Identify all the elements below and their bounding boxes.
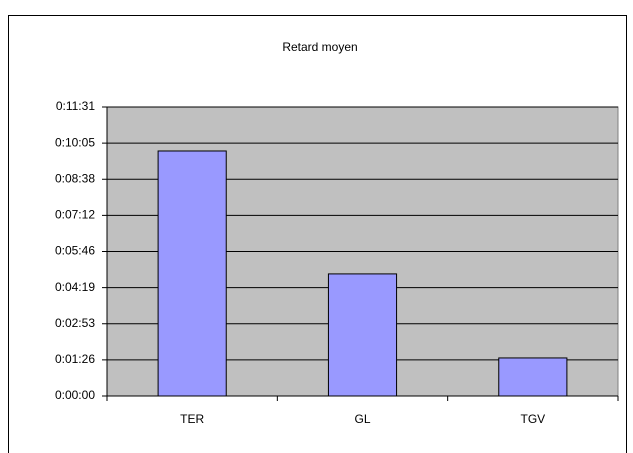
- x-tick-label: TER: [180, 412, 204, 426]
- y-tick-label: 0:02:53: [55, 316, 95, 330]
- y-tick-label: 0:08:38: [55, 171, 95, 185]
- chart-title: Retard moyen: [282, 40, 357, 54]
- bar: [157, 150, 227, 397]
- y-tick-label: 0:10:05: [55, 135, 95, 149]
- y-tick-label: 0:11:31: [56, 99, 95, 113]
- bar: [327, 273, 398, 397]
- x-tick-label: GL: [354, 412, 370, 426]
- x-tick-label: TGV: [520, 412, 545, 426]
- y-tick-label: 0:04:19: [55, 280, 95, 294]
- bar: [498, 357, 568, 397]
- y-tick-label: 0:05:46: [55, 244, 95, 258]
- y-tick-label: 0:07:12: [55, 208, 95, 222]
- y-tick-label: 0:01:26: [55, 352, 95, 366]
- y-tick-label: 0:00:00: [55, 388, 95, 402]
